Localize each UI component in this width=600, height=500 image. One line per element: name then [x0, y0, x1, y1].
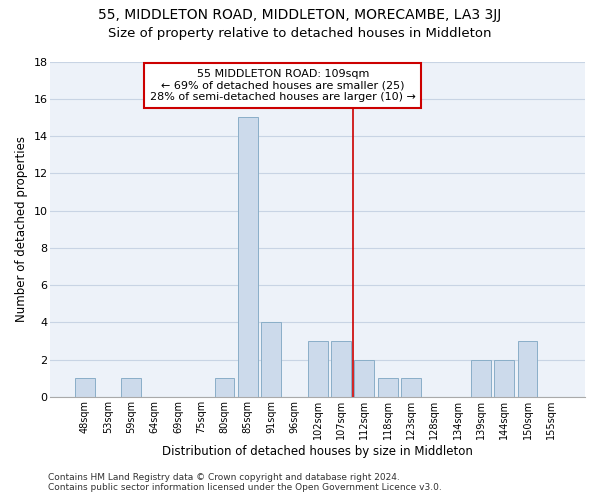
Bar: [494, 360, 514, 397]
Bar: [238, 118, 258, 397]
Text: 55 MIDDLETON ROAD: 109sqm
← 69% of detached houses are smaller (25)
28% of semi-: 55 MIDDLETON ROAD: 109sqm ← 69% of detac…: [150, 69, 416, 102]
Bar: [355, 360, 374, 397]
Bar: [378, 378, 398, 397]
Bar: [401, 378, 421, 397]
Bar: [215, 378, 235, 397]
Text: Size of property relative to detached houses in Middleton: Size of property relative to detached ho…: [108, 28, 492, 40]
Bar: [471, 360, 491, 397]
Bar: [121, 378, 141, 397]
Bar: [308, 341, 328, 397]
Text: Contains HM Land Registry data © Crown copyright and database right 2024.
Contai: Contains HM Land Registry data © Crown c…: [48, 473, 442, 492]
Text: 55, MIDDLETON ROAD, MIDDLETON, MORECAMBE, LA3 3JJ: 55, MIDDLETON ROAD, MIDDLETON, MORECAMBE…: [98, 8, 502, 22]
Bar: [75, 378, 95, 397]
X-axis label: Distribution of detached houses by size in Middleton: Distribution of detached houses by size …: [162, 444, 473, 458]
Bar: [518, 341, 538, 397]
Y-axis label: Number of detached properties: Number of detached properties: [15, 136, 28, 322]
Bar: [331, 341, 351, 397]
Bar: [261, 322, 281, 397]
